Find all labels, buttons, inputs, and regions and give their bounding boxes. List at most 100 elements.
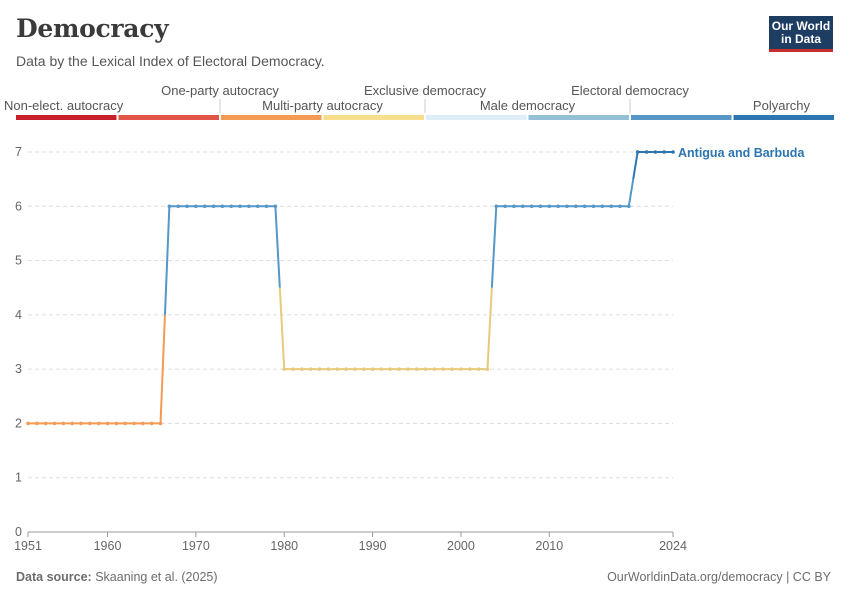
data-point bbox=[565, 204, 569, 209]
owid-logo[interactable]: Our World in Data bbox=[769, 16, 833, 52]
data-point bbox=[317, 367, 322, 371]
data-point bbox=[282, 367, 287, 371]
data-point bbox=[423, 367, 428, 371]
y-tick-label: 1 bbox=[15, 471, 22, 485]
series-transition bbox=[486, 287, 493, 370]
x-tick-label: 2010 bbox=[535, 539, 563, 553]
data-point bbox=[326, 367, 331, 371]
legend-label-0: Non-elect. autocracy bbox=[4, 98, 124, 113]
data-point bbox=[662, 150, 666, 154]
series-transition bbox=[490, 206, 498, 288]
x-tick-label: 1980 bbox=[270, 539, 298, 553]
data-point bbox=[194, 204, 198, 209]
data-point bbox=[247, 204, 251, 209]
data-point bbox=[335, 367, 340, 371]
data-point bbox=[300, 367, 304, 371]
chart-title: Democracy bbox=[16, 14, 169, 43]
data-point bbox=[123, 421, 127, 426]
x-tick-label: 1970 bbox=[182, 539, 210, 553]
data-point bbox=[291, 367, 295, 371]
series-transition bbox=[159, 314, 166, 424]
credit-link[interactable]: OurWorldinData.org/democracy | CC BY bbox=[607, 570, 831, 584]
data-point bbox=[70, 421, 74, 426]
data-source-text[interactable]: Skaaning et al. (2025) bbox=[95, 570, 218, 584]
y-tick-label: 7 bbox=[15, 145, 22, 159]
y-tick-label: 4 bbox=[15, 308, 22, 322]
data-point bbox=[26, 421, 30, 426]
data-point bbox=[618, 204, 622, 209]
data-point bbox=[653, 150, 658, 154]
series-antigua-and-barbuda bbox=[26, 150, 675, 426]
legend-color-6 bbox=[631, 115, 732, 120]
legend-label-6: Polyarchy bbox=[753, 98, 811, 113]
x-tick-label: 1951 bbox=[14, 539, 42, 553]
data-point bbox=[547, 204, 552, 209]
data-point bbox=[229, 204, 234, 209]
data-point bbox=[308, 367, 313, 371]
data-point bbox=[255, 204, 260, 209]
y-tick-label: 0 bbox=[15, 525, 22, 539]
legend-color-4 bbox=[426, 115, 527, 120]
legend-color-1 bbox=[118, 115, 219, 120]
logo-line-2: in Data bbox=[780, 32, 821, 46]
legend-color-7 bbox=[733, 115, 834, 120]
data-source-label: Data source: bbox=[16, 570, 92, 584]
line-chart: Non-elect. autocracy One-party autocracy M… bbox=[4, 83, 834, 553]
x-tick-label: 1990 bbox=[359, 539, 387, 553]
y-tick-label: 2 bbox=[15, 416, 22, 430]
data-point bbox=[574, 204, 578, 209]
data-point bbox=[43, 421, 48, 426]
data-point bbox=[370, 367, 375, 371]
data-point bbox=[114, 421, 119, 426]
series-label: Antigua and Barbuda bbox=[678, 146, 805, 160]
series-transition bbox=[163, 206, 171, 315]
series-transition bbox=[278, 287, 286, 370]
data-point bbox=[79, 421, 83, 426]
data-point bbox=[176, 204, 181, 209]
y-tick-label: 6 bbox=[15, 199, 22, 213]
data-point bbox=[167, 204, 172, 209]
data-point bbox=[503, 204, 507, 209]
y-tick-label: 5 bbox=[15, 254, 22, 268]
data-point bbox=[671, 150, 675, 154]
data-point bbox=[512, 204, 516, 209]
series-transition bbox=[274, 206, 281, 288]
data-point bbox=[52, 421, 57, 426]
data-point bbox=[211, 204, 216, 209]
data-point bbox=[202, 204, 207, 209]
data-point bbox=[406, 367, 410, 371]
data-point bbox=[388, 367, 393, 371]
y-tick-label: 3 bbox=[15, 362, 22, 376]
legend-label-4: Male democracy bbox=[480, 98, 576, 113]
data-point bbox=[556, 204, 560, 209]
legend-color-2 bbox=[221, 115, 322, 120]
data-point bbox=[96, 421, 101, 426]
data-point bbox=[379, 367, 384, 371]
legend-color-5 bbox=[528, 115, 629, 120]
data-point bbox=[441, 367, 446, 371]
x-tick-label: 2024 bbox=[659, 539, 687, 553]
chart-subtitle: Data by the Lexical Index of Electoral D… bbox=[16, 53, 325, 69]
data-point bbox=[644, 150, 649, 154]
data-point bbox=[264, 204, 269, 209]
data-point bbox=[609, 204, 613, 209]
legend-label-1: One-party autocracy bbox=[161, 83, 279, 98]
data-point bbox=[105, 421, 110, 426]
data-point bbox=[582, 204, 587, 209]
data-point bbox=[220, 204, 225, 209]
legend-label-3: Exclusive democracy bbox=[364, 83, 487, 98]
x-tick-label: 1960 bbox=[94, 539, 122, 553]
data-point bbox=[467, 367, 472, 371]
data-point bbox=[494, 204, 499, 209]
data-point bbox=[185, 204, 189, 209]
data-point bbox=[132, 421, 136, 426]
data-point bbox=[344, 367, 348, 371]
data-point bbox=[61, 421, 66, 426]
data-point bbox=[635, 150, 640, 154]
data-point bbox=[238, 204, 242, 209]
series-transition bbox=[627, 178, 635, 207]
data-point bbox=[600, 204, 605, 209]
data-point bbox=[450, 367, 454, 371]
logo-line-1: Our World bbox=[771, 19, 831, 33]
data-point bbox=[538, 204, 543, 209]
